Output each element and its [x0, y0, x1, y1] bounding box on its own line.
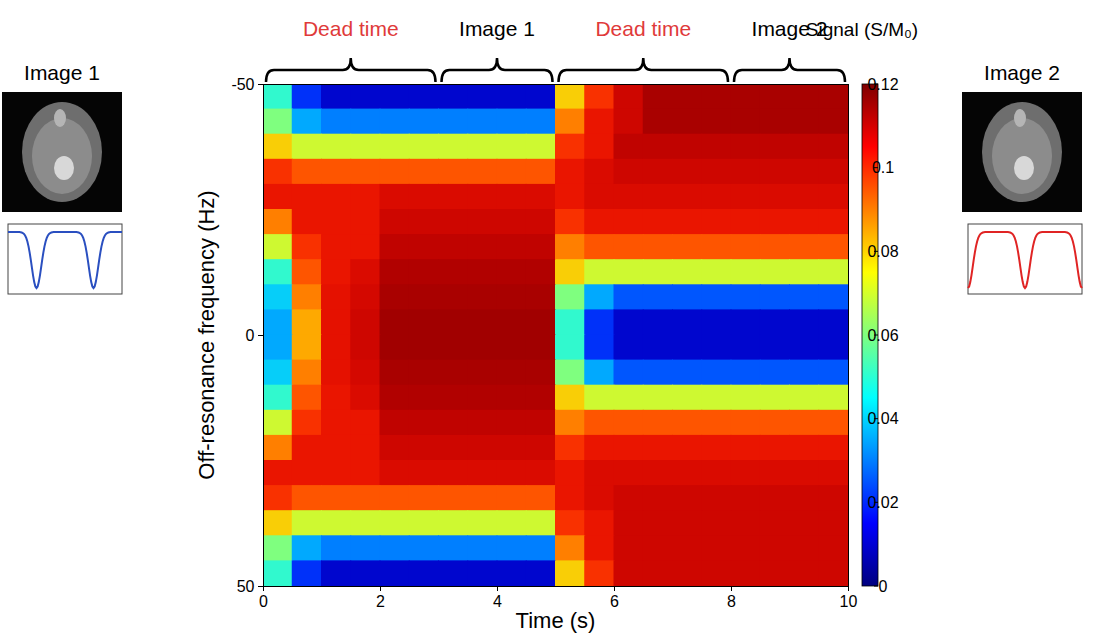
- svg-text:0.12: 0.12: [867, 76, 898, 93]
- svg-text:Image 2: Image 2: [984, 61, 1060, 84]
- svg-text:Image 1: Image 1: [24, 61, 100, 84]
- svg-text:0: 0: [259, 593, 268, 610]
- svg-text:6: 6: [610, 593, 619, 610]
- svg-text:0: 0: [879, 578, 888, 595]
- svg-text:0: 0: [246, 327, 255, 344]
- svg-text:0.06: 0.06: [867, 327, 898, 344]
- svg-text:0.02: 0.02: [867, 494, 898, 511]
- svg-text:Dead time: Dead time: [595, 17, 691, 40]
- svg-text:0.04: 0.04: [867, 410, 898, 427]
- svg-text:50: 50: [237, 578, 255, 595]
- svg-text:8: 8: [727, 593, 736, 610]
- svg-text:10: 10: [840, 593, 858, 610]
- svg-text:-50: -50: [231, 76, 254, 93]
- svg-text:Image 1: Image 1: [459, 17, 535, 40]
- svg-text:0.08: 0.08: [867, 243, 898, 260]
- svg-text:2: 2: [376, 593, 385, 610]
- svg-text:Signal (S/M₀): Signal (S/M₀): [806, 19, 918, 40]
- svg-text:Off-resonance frequency (Hz): Off-resonance frequency (Hz): [194, 190, 219, 479]
- svg-text:Dead time: Dead time: [303, 17, 399, 40]
- svg-text:4: 4: [493, 593, 502, 610]
- svg-text:Image 2: Image 2: [751, 17, 828, 40]
- svg-text:0.1: 0.1: [872, 159, 894, 176]
- svg-text:Time (s): Time (s): [516, 608, 596, 633]
